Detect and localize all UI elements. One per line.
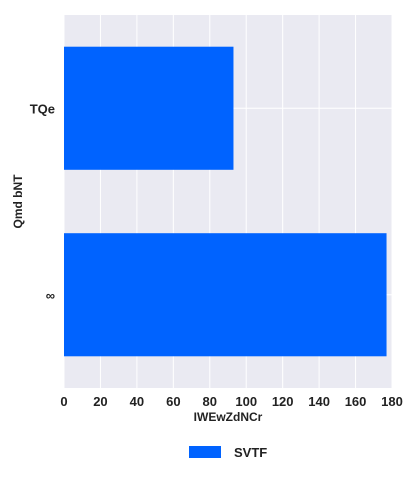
bar [64, 233, 387, 356]
x-tick-label: 180 [381, 394, 403, 409]
legend-label: SVTF [234, 445, 267, 460]
x-tick-label: 80 [203, 394, 217, 409]
x-axis-label: IWEwZdNCr [194, 410, 263, 424]
x-tick-label: 40 [130, 394, 144, 409]
bar [64, 47, 233, 170]
legend-swatch [189, 446, 221, 458]
x-tick-label: 140 [308, 394, 330, 409]
x-tick-label: 160 [345, 394, 367, 409]
x-tick-label: 20 [93, 394, 107, 409]
x-tick-label: 0 [60, 394, 67, 409]
y-tick-labels: TQe ∞ [30, 101, 55, 303]
y-axis-label: Qmd bNT [11, 174, 25, 229]
legend: SVTF [189, 445, 267, 460]
y-tick-label: TQe [30, 101, 55, 116]
y-tick-label: ∞ [46, 288, 55, 303]
x-tick-label: 100 [235, 394, 257, 409]
x-tick-label: 120 [272, 394, 294, 409]
x-tick-label: 60 [166, 394, 180, 409]
x-tick-labels: 0 20 40 60 80 100 120 140 160 180 [60, 394, 402, 409]
